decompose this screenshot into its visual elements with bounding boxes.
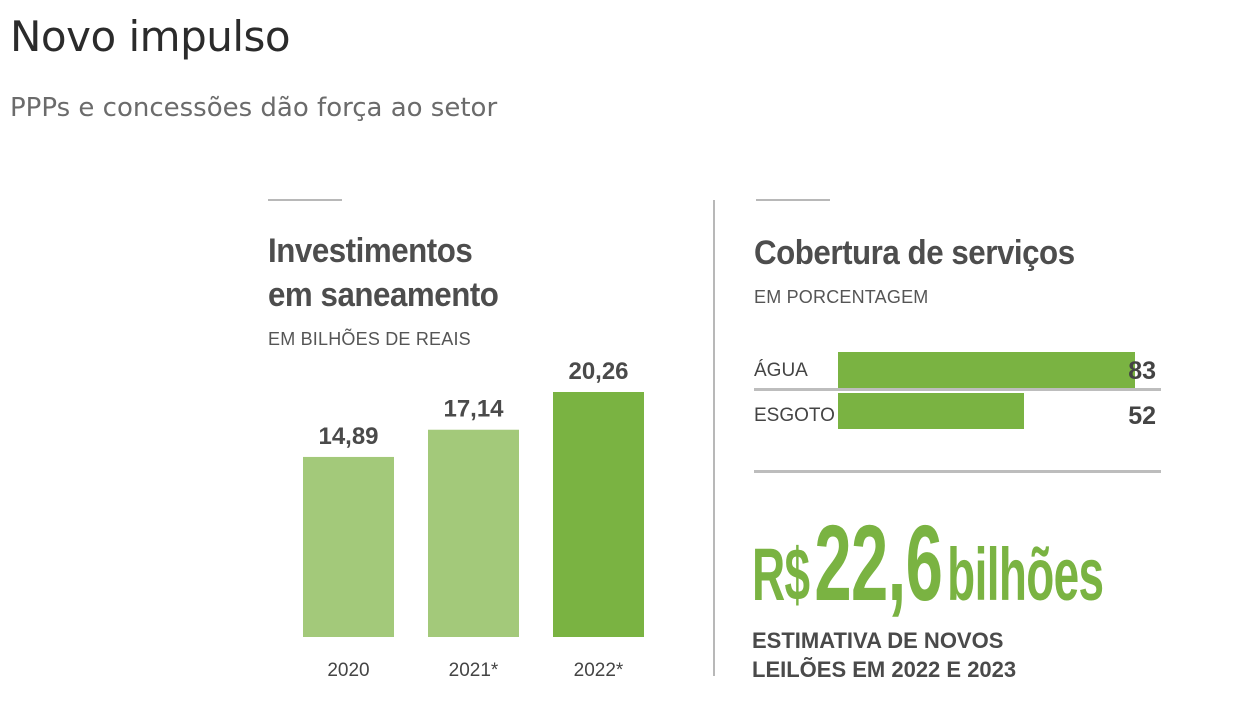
- coverage-label-esgoto: ESGOTO: [754, 405, 835, 426]
- category-label: 2020: [327, 660, 369, 681]
- coverage-row-separator: [754, 388, 1161, 391]
- bar-2022: [553, 392, 644, 637]
- highlight-figure: R$22,6bilhões: [752, 500, 1104, 625]
- highlight-caption: ESTIMATIVA DE NOVOS LEILÕES EM 2022 E 20…: [752, 626, 1172, 684]
- coverage-bottom-rule: [754, 470, 1161, 473]
- investments-top-rule: [268, 199, 342, 201]
- category-label: 2021*: [449, 660, 499, 681]
- investments-title: Investimentos em saneamento: [268, 229, 499, 317]
- bar-2021: [428, 429, 519, 637]
- page-title: Novo impulso: [10, 12, 291, 61]
- investments-title-line1: Investimentos: [268, 232, 473, 270]
- coverage-title: Cobertura de serviços: [754, 234, 1075, 272]
- highlight-number: 22,6: [814, 502, 943, 623]
- investments-bar-chart: 14,89 2020 17,14 2021* 20,26 2022*: [303, 358, 644, 681]
- highlight-unit: bilhões: [947, 533, 1104, 616]
- investments-unit-label: EM BILHÕES DE REAIS: [268, 329, 471, 349]
- panel-divider: [713, 200, 715, 676]
- coverage-value-esgoto: 52: [1128, 402, 1156, 430]
- highlight-caption-line2: LEILÕES EM 2022 E 2023: [752, 657, 1017, 682]
- highlight-currency: R$: [752, 533, 810, 616]
- coverage-value-agua: 83: [1128, 357, 1156, 385]
- highlight-caption-line1: ESTIMATIVA DE NOVOS: [752, 628, 1004, 653]
- bar-2020: [303, 456, 394, 637]
- bar-value-label: 14,89: [318, 423, 378, 450]
- bar-value-label: 17,14: [443, 396, 504, 423]
- bar-value-label: 20,26: [568, 358, 628, 385]
- coverage-unit-label: EM PORCENTAGEM: [754, 287, 929, 307]
- page-subtitle: PPPs e concessões dão força ao setor: [10, 93, 498, 123]
- investments-title-line2: em saneamento: [268, 276, 499, 314]
- category-label: 2022*: [574, 660, 624, 681]
- coverage-bar-agua: [838, 352, 1135, 388]
- coverage-bar-esgoto: [838, 393, 1025, 429]
- coverage-top-rule: [756, 199, 830, 201]
- coverage-label-agua: ÁGUA: [754, 360, 808, 381]
